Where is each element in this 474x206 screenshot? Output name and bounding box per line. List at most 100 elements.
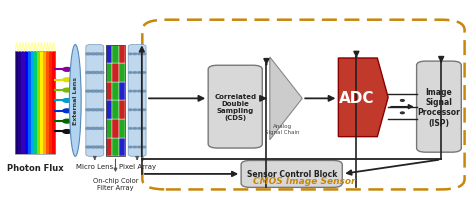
Circle shape xyxy=(133,146,137,148)
Circle shape xyxy=(401,100,404,102)
Circle shape xyxy=(86,54,91,56)
Circle shape xyxy=(142,128,146,130)
Text: On-chip Color
Filter Array: On-chip Color Filter Array xyxy=(93,177,138,190)
Circle shape xyxy=(90,72,95,74)
Circle shape xyxy=(99,109,104,111)
Bar xyxy=(43,52,46,154)
Circle shape xyxy=(133,72,137,74)
Bar xyxy=(21,52,25,154)
FancyBboxPatch shape xyxy=(86,45,104,157)
Bar xyxy=(106,45,112,64)
Bar xyxy=(49,52,53,154)
Circle shape xyxy=(99,72,104,74)
Circle shape xyxy=(128,109,132,111)
Circle shape xyxy=(142,109,146,111)
Bar xyxy=(118,138,125,157)
Circle shape xyxy=(95,54,100,56)
Bar xyxy=(106,64,112,82)
Circle shape xyxy=(142,54,146,55)
Bar xyxy=(118,82,125,101)
Circle shape xyxy=(63,99,71,103)
FancyBboxPatch shape xyxy=(128,45,146,157)
Circle shape xyxy=(137,128,141,130)
Circle shape xyxy=(63,130,71,134)
Bar xyxy=(106,101,112,119)
Bar xyxy=(34,52,37,154)
Ellipse shape xyxy=(69,45,81,157)
Text: Correlated
Double
Sampling
(CDS): Correlated Double Sampling (CDS) xyxy=(214,94,256,121)
Bar xyxy=(18,52,22,154)
Circle shape xyxy=(142,91,146,92)
Text: Analog
Signal Chain: Analog Signal Chain xyxy=(265,124,300,134)
Circle shape xyxy=(95,128,100,130)
Circle shape xyxy=(133,54,137,55)
Circle shape xyxy=(86,146,91,148)
Bar xyxy=(15,52,19,154)
Circle shape xyxy=(128,91,132,92)
Circle shape xyxy=(95,109,100,111)
Circle shape xyxy=(90,146,95,148)
Circle shape xyxy=(95,146,100,148)
Bar xyxy=(106,119,112,138)
Bar xyxy=(106,138,112,157)
Circle shape xyxy=(86,72,91,74)
Circle shape xyxy=(401,112,404,114)
Bar xyxy=(118,101,125,119)
Bar xyxy=(112,64,118,82)
Bar xyxy=(106,82,112,101)
Circle shape xyxy=(137,109,141,111)
Polygon shape xyxy=(270,58,302,140)
Bar xyxy=(118,45,125,64)
Bar xyxy=(118,119,125,138)
Circle shape xyxy=(90,91,95,93)
Bar xyxy=(52,52,56,154)
Bar xyxy=(25,52,28,154)
Circle shape xyxy=(137,72,141,74)
Bar xyxy=(112,138,118,157)
Text: Micro Lens: Micro Lens xyxy=(76,163,113,169)
Circle shape xyxy=(63,89,71,92)
Circle shape xyxy=(95,72,100,74)
Text: Photon Flux: Photon Flux xyxy=(7,163,64,172)
Circle shape xyxy=(99,128,104,130)
Circle shape xyxy=(137,91,141,92)
Bar xyxy=(40,52,44,154)
Circle shape xyxy=(137,146,141,148)
Circle shape xyxy=(86,128,91,130)
Bar xyxy=(112,82,118,101)
Circle shape xyxy=(133,91,137,92)
Circle shape xyxy=(95,91,100,93)
Circle shape xyxy=(133,128,137,130)
Circle shape xyxy=(86,91,91,93)
Circle shape xyxy=(128,128,132,130)
Circle shape xyxy=(90,54,95,56)
Text: ADC: ADC xyxy=(338,90,374,105)
Bar xyxy=(106,45,125,157)
Bar xyxy=(118,64,125,82)
Circle shape xyxy=(63,68,71,72)
Text: Pixel Array: Pixel Array xyxy=(118,163,155,169)
Polygon shape xyxy=(338,59,388,137)
Bar xyxy=(15,52,55,154)
FancyBboxPatch shape xyxy=(208,66,262,148)
Circle shape xyxy=(86,109,91,111)
Text: Sensor Control Block: Sensor Control Block xyxy=(246,170,337,179)
Text: Image
Signal
Processor
(ISP): Image Signal Processor (ISP) xyxy=(418,87,460,127)
Circle shape xyxy=(99,91,104,93)
Circle shape xyxy=(142,146,146,148)
Circle shape xyxy=(128,146,132,148)
Circle shape xyxy=(90,128,95,130)
Bar xyxy=(46,52,50,154)
Text: CMOS Image Sensor: CMOS Image Sensor xyxy=(254,177,356,185)
FancyBboxPatch shape xyxy=(417,62,461,152)
FancyBboxPatch shape xyxy=(241,161,342,187)
Bar xyxy=(27,52,31,154)
Bar xyxy=(112,101,118,119)
Circle shape xyxy=(137,54,141,55)
Circle shape xyxy=(99,54,104,56)
Circle shape xyxy=(99,146,104,148)
Circle shape xyxy=(128,72,132,74)
Circle shape xyxy=(128,54,132,55)
Bar xyxy=(112,119,118,138)
Bar xyxy=(31,52,34,154)
